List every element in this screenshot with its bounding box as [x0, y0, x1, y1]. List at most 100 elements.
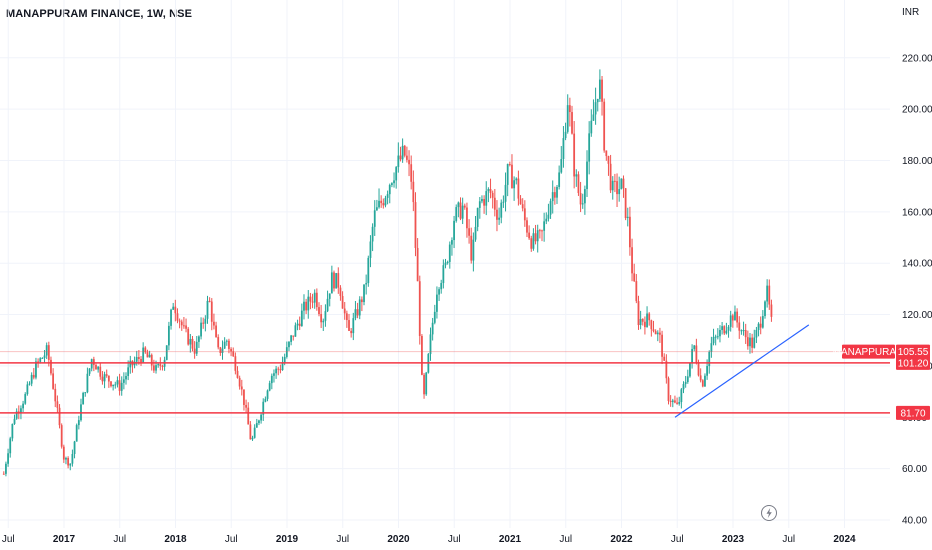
candle-body	[285, 347, 288, 357]
candle-body	[742, 330, 745, 332]
candle-body	[238, 377, 241, 387]
candle-body	[260, 414, 262, 421]
candle-body	[691, 349, 693, 363]
candle-body	[463, 205, 466, 208]
candle-body	[275, 368, 278, 374]
candle-body	[633, 273, 636, 282]
candle-body	[127, 367, 130, 376]
candle-body	[749, 337, 751, 347]
candle-body	[13, 418, 16, 424]
candle-body	[28, 383, 31, 385]
candle-body	[517, 178, 520, 199]
candle-body	[768, 285, 771, 305]
candle-body	[142, 347, 145, 363]
time-axis[interactable]: Jul 2017 Jul 2018 Jul 2019 Jul 2020 Jul 2021 Jul 20…	[2, 534, 856, 545]
candle-body	[159, 364, 162, 366]
candle-body	[455, 207, 458, 221]
candle-body	[324, 311, 327, 321]
candle-body	[571, 112, 573, 134]
candle-body	[433, 311, 436, 323]
price-axis[interactable]: 40.0060.0080.00100.00120.00140.00160.001…	[902, 53, 932, 526]
candle-body	[751, 337, 754, 348]
candle-body	[562, 138, 565, 160]
candle-body	[478, 201, 481, 208]
candle-body	[686, 376, 689, 383]
candle-body	[311, 301, 314, 303]
candle-body	[440, 283, 443, 290]
candle-body	[210, 301, 213, 322]
candle-body	[581, 203, 584, 205]
horizontal-lines[interactable]	[0, 351, 890, 414]
candle-body	[676, 402, 678, 404]
hline-badge-bg	[896, 405, 930, 420]
candle-body	[511, 164, 513, 189]
candle-body	[693, 345, 696, 350]
candle-body	[114, 384, 117, 386]
candle-body	[476, 207, 479, 227]
hline-badge: 81.70	[900, 408, 925, 419]
candle-body	[221, 348, 224, 354]
candle-body	[699, 375, 702, 381]
candle-body	[230, 348, 232, 352]
candle-body	[350, 330, 353, 334]
candle-body	[277, 368, 280, 370]
misc	[761, 505, 777, 521]
candle-body	[425, 372, 428, 395]
candle-body	[195, 341, 198, 354]
candle-body	[504, 184, 507, 202]
candle-body	[498, 217, 501, 220]
candle-body	[556, 186, 558, 198]
candle-body	[406, 155, 408, 160]
candle-body	[483, 199, 485, 206]
candle-body	[103, 374, 106, 382]
y-tick-label: 220.00	[902, 53, 932, 64]
candle-body	[734, 311, 736, 321]
x-tick-label: 2021	[499, 534, 522, 545]
candle-body	[652, 329, 655, 332]
lightning-icon	[761, 505, 777, 521]
candle-body	[429, 334, 432, 355]
candle-body	[5, 463, 7, 474]
candle-body	[45, 345, 48, 356]
candle-body	[232, 351, 235, 357]
candle-body	[345, 313, 348, 321]
candle-body	[583, 189, 586, 204]
candle-body	[41, 357, 44, 359]
candle-body	[534, 233, 537, 242]
candle-body	[369, 241, 372, 258]
candle-body	[118, 380, 121, 391]
candle-body	[165, 345, 168, 360]
candle-body	[105, 374, 108, 376]
candle-body	[487, 188, 490, 192]
y-tick-label: 40.00	[902, 516, 927, 527]
x-tick-label: Jul	[336, 534, 349, 545]
candle-body	[613, 180, 616, 182]
candle-body	[513, 180, 516, 189]
candle-body	[388, 184, 391, 195]
candle-body	[579, 193, 582, 205]
candle-body	[714, 336, 717, 338]
candle-body	[330, 272, 333, 294]
candle-body	[365, 283, 368, 285]
y-tick-label: 180.00	[902, 156, 932, 167]
trendline-group[interactable]	[674, 324, 810, 418]
candle-body	[363, 284, 365, 303]
candle-body	[313, 292, 316, 303]
candle-body	[654, 331, 657, 335]
candle-body	[541, 230, 543, 232]
candle-body	[648, 313, 651, 321]
candle-body	[530, 238, 533, 249]
candle-body	[438, 289, 440, 295]
candle-body	[373, 210, 376, 227]
x-tick-label: 2018	[164, 534, 187, 545]
candle-body	[528, 232, 531, 239]
candle-body	[174, 306, 177, 314]
candle-body	[35, 361, 37, 378]
candle-body	[618, 189, 621, 195]
candle-body	[266, 390, 269, 399]
candle-body	[470, 235, 473, 261]
candle-body	[65, 457, 67, 460]
candle-body	[258, 420, 260, 424]
candle-body	[770, 304, 773, 317]
